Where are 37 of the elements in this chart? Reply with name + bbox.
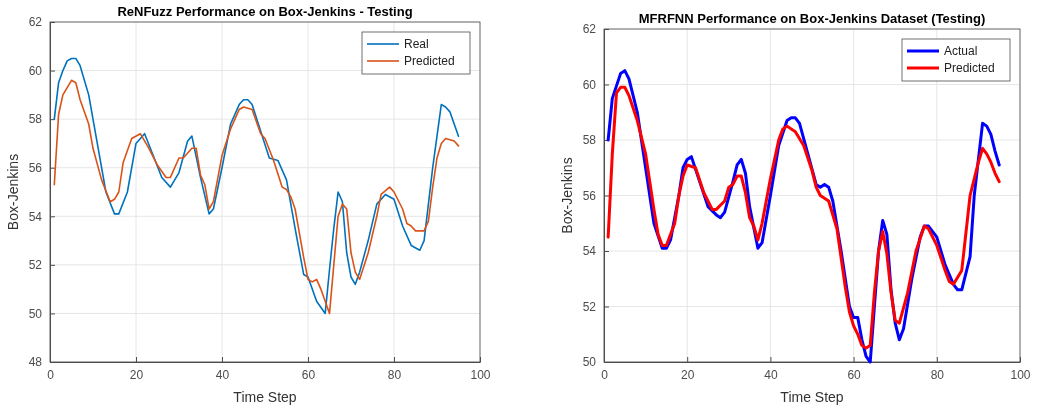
y-tick-label: 56: [582, 188, 597, 203]
y-tick-label: 52: [28, 258, 43, 273]
x-tick-label: 60: [301, 367, 316, 382]
y-tick-label: 50: [582, 355, 597, 370]
y-tick-label: 60: [28, 63, 43, 78]
chart-title: ReNFuzz Performance on Box-Jenkins - Testing: [117, 4, 413, 19]
y-axis-title: Box-Jenkins: [559, 157, 575, 234]
y-tick-label: 54: [28, 209, 43, 224]
y-tick-label: 62: [28, 15, 43, 30]
chart-title: MFRFNN Performance on Box-Jenkins Dataset (Testing): [638, 11, 986, 26]
legend-label: Predicted: [404, 54, 455, 68]
y-tick-label: 62: [582, 22, 597, 37]
x-tick-label: 20: [681, 367, 695, 382]
x-tick-label: 40: [215, 367, 230, 382]
y-tick-label: 58: [28, 112, 43, 127]
x-tick-label: 80: [387, 367, 402, 382]
y-axis-title: Box-Jenkins: [5, 153, 21, 231]
legend-label: Predicted: [944, 61, 995, 75]
x-tick-label: 0: [47, 367, 55, 382]
y-tick-label: 58: [582, 133, 597, 148]
x-axis-title: Time Step: [233, 389, 297, 405]
y-tick-label: 60: [582, 77, 597, 92]
x-tick-label: 100: [1010, 367, 1031, 382]
x-axis-title: Time Step: [780, 389, 844, 405]
x-tick-label: 40: [764, 367, 778, 382]
y-tick-label: 48: [28, 355, 43, 370]
x-tick-label: 100: [470, 367, 491, 382]
x-tick-label: 60: [847, 367, 862, 382]
y-tick-label: 52: [582, 299, 597, 314]
legend-label: Actual: [944, 44, 978, 58]
x-tick-label: 0: [601, 367, 609, 382]
x-tick-label: 20: [129, 367, 144, 382]
x-tick-label: 80: [930, 367, 945, 382]
y-tick-label: 56: [28, 161, 43, 176]
legend-label: Real: [404, 37, 429, 51]
y-tick-label: 50: [28, 306, 43, 321]
y-tick-label: 54: [582, 244, 597, 259]
